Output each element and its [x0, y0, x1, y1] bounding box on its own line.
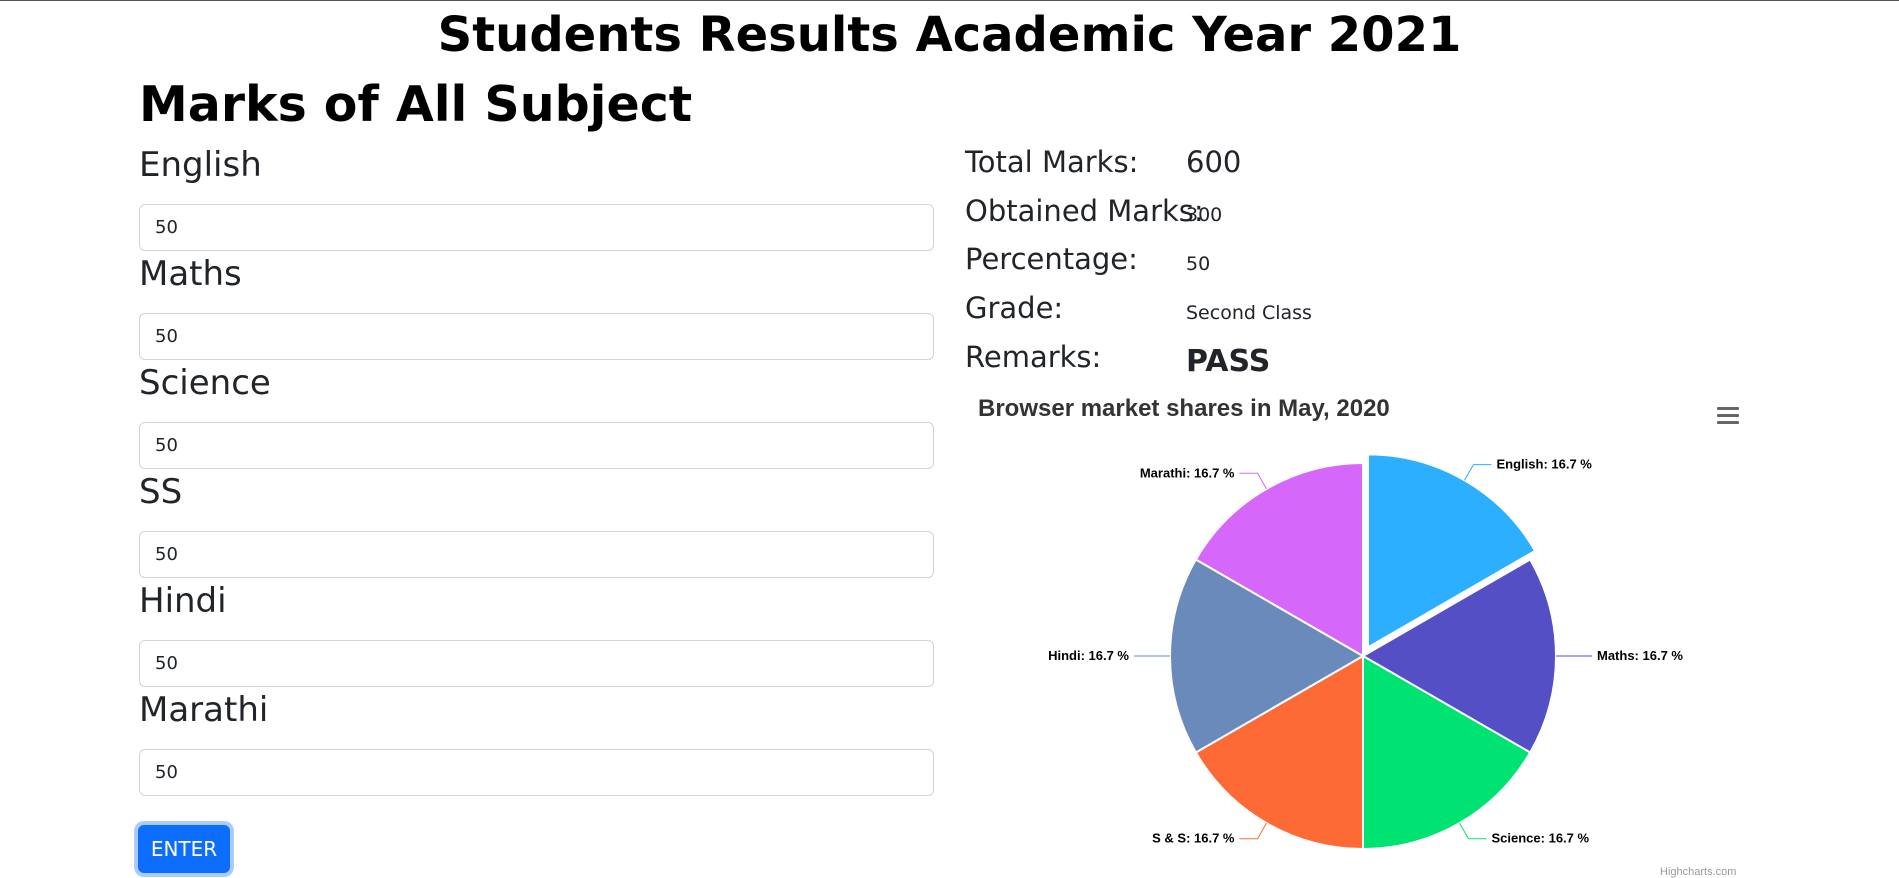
- chart-credits[interactable]: Highcharts.com: [1660, 866, 1737, 878]
- subject-label-marathi: Marathi: [139, 690, 269, 730]
- hamburger-menu-icon[interactable]: [1717, 407, 1739, 425]
- page-title: Students Results Academic Year 2021: [437, 7, 1462, 63]
- maths-marks-input[interactable]: [139, 313, 934, 360]
- marathi-marks-input[interactable]: [139, 749, 934, 796]
- pie-label-science: Science: 16.7 %: [1492, 831, 1590, 846]
- percentage-label: Percentage:: [965, 242, 1138, 276]
- pie-label-hindi: Hindi: 16.7 %: [1048, 648, 1129, 663]
- subject-label-maths: Maths: [139, 254, 242, 294]
- subject-label-hindi: Hindi: [139, 581, 227, 621]
- subject-label-science: Science: [139, 363, 271, 403]
- grade-value: Second Class: [1186, 302, 1312, 324]
- science-marks-input[interactable]: [139, 422, 934, 469]
- obtained-marks-label: Obtained Marks:: [965, 194, 1204, 228]
- obtained-marks-value: 300: [1186, 204, 1223, 226]
- grade-label: Grade:: [965, 291, 1064, 325]
- pie-connector-science: [1459, 822, 1487, 840]
- hindi-marks-input[interactable]: [139, 640, 934, 687]
- pie-label-english: English: 16.7 %: [1497, 457, 1593, 472]
- subject-label-ss: SS: [139, 472, 183, 512]
- english-marks-input[interactable]: [139, 204, 934, 251]
- total-marks-label: Total Marks:: [965, 145, 1139, 179]
- pie-label-maths: Maths: 16.7 %: [1597, 648, 1683, 663]
- pie-chart-svg: English: 16.7 % Maths: 16.7 % Science: 16.…: [1048, 453, 1683, 851]
- subject-label-english: English: [139, 145, 262, 185]
- ss-marks-input[interactable]: [139, 531, 934, 578]
- chart-title: Browser market shares in May, 2020: [978, 395, 1390, 422]
- total-marks-value: 600: [1186, 145, 1242, 179]
- pie-label-s-s: S & S: 16.7 %: [1152, 831, 1235, 846]
- section-title: Marks of All Subject: [139, 76, 693, 133]
- pie-connector-marathi: [1239, 472, 1267, 490]
- pie-label-marathi: Marathi: 16.7 %: [1140, 465, 1235, 480]
- enter-button[interactable]: ENTER: [138, 825, 230, 873]
- pie-connector-english: [1464, 464, 1492, 481]
- pie-connector-s-s: [1239, 822, 1267, 840]
- pie-chart: Browser market shares in May, 2020 Engli…: [965, 381, 1765, 878]
- remarks-label: Remarks:: [965, 340, 1102, 374]
- percentage-value: 50: [1186, 253, 1211, 275]
- remarks-value: PASS: [1186, 344, 1271, 379]
